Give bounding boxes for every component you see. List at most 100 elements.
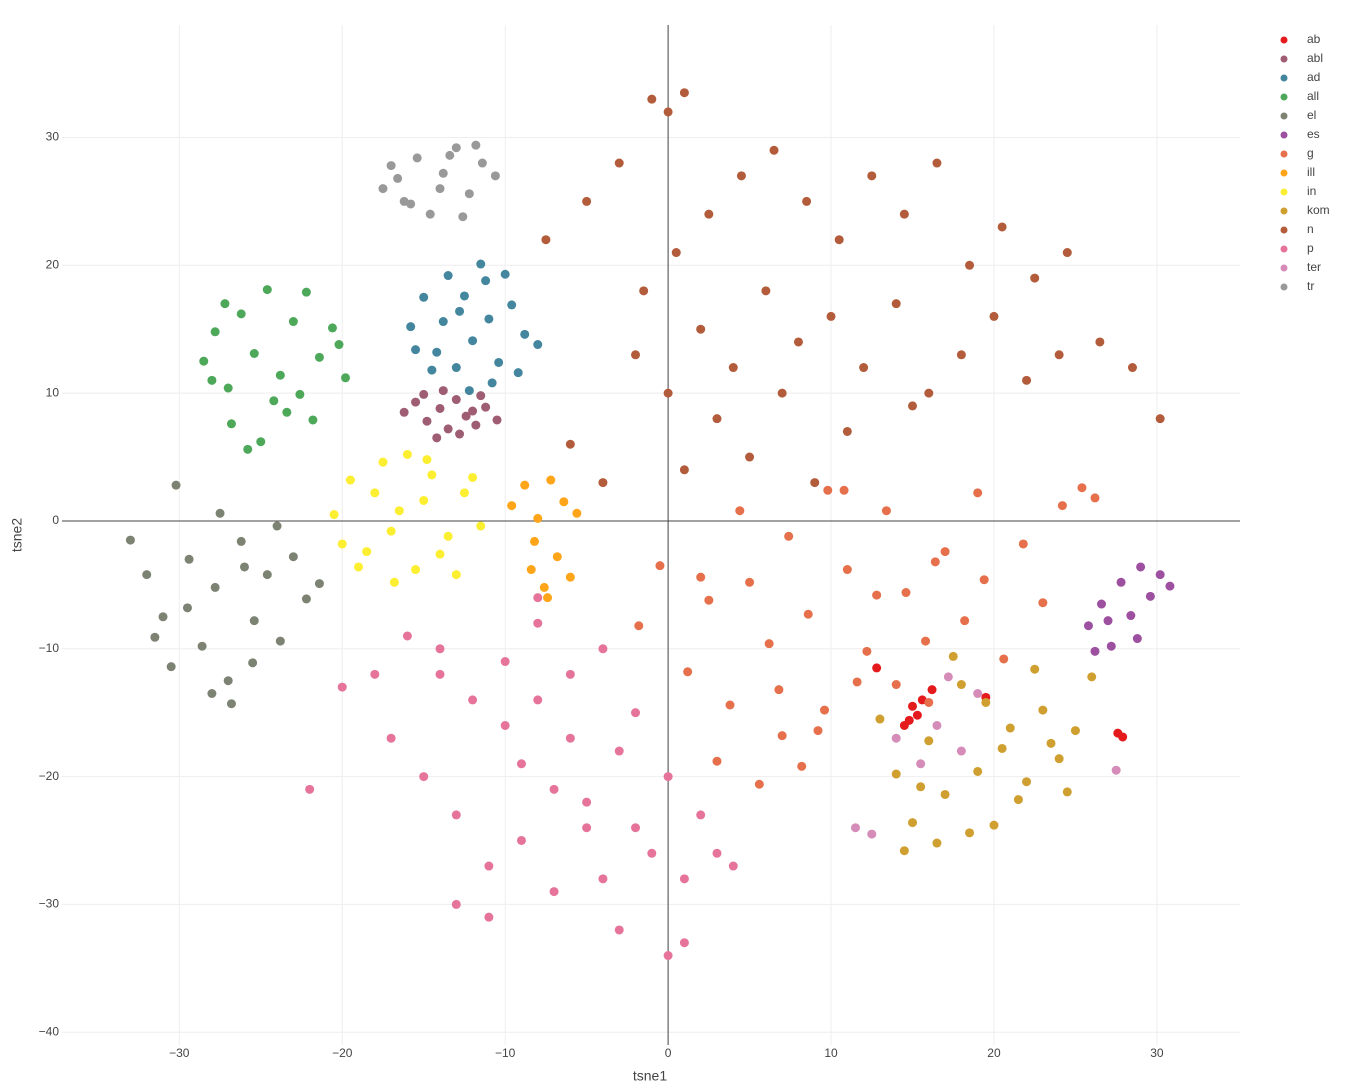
- point: [215, 508, 225, 518]
- point: [655, 561, 665, 571]
- point: [220, 299, 230, 309]
- point: [647, 94, 657, 104]
- point: [679, 874, 689, 884]
- point: [565, 669, 575, 679]
- point: [422, 455, 432, 465]
- point: [867, 829, 877, 839]
- point: [1038, 598, 1048, 608]
- point: [1038, 705, 1048, 715]
- point: [171, 480, 181, 490]
- point: [210, 327, 220, 337]
- legend-label: tr: [1307, 279, 1314, 293]
- point: [598, 874, 608, 884]
- point: [435, 184, 445, 194]
- point: [248, 658, 258, 668]
- point: [872, 590, 882, 600]
- y-tick-label: 20: [46, 257, 60, 271]
- point: [406, 322, 416, 332]
- point: [1155, 570, 1165, 580]
- legend-marker: [1280, 169, 1288, 177]
- point: [334, 340, 344, 350]
- point: [777, 388, 787, 398]
- point: [484, 314, 494, 324]
- point: [839, 485, 849, 495]
- point: [464, 189, 474, 199]
- point: [1118, 732, 1128, 742]
- point: [872, 663, 882, 673]
- point: [507, 501, 517, 511]
- legend-label: ill: [1307, 165, 1315, 179]
- point: [932, 720, 942, 730]
- y-tick-label: 30: [46, 130, 60, 144]
- point: [820, 705, 830, 715]
- point: [965, 828, 975, 838]
- point: [679, 465, 689, 475]
- point: [516, 759, 526, 769]
- point: [956, 746, 966, 756]
- points: [125, 88, 1175, 961]
- point: [386, 161, 396, 171]
- point: [494, 357, 504, 367]
- point: [1062, 248, 1072, 258]
- point: [728, 861, 738, 871]
- point: [1155, 414, 1165, 424]
- point: [500, 720, 510, 730]
- point: [411, 345, 421, 355]
- point: [842, 565, 852, 575]
- point: [565, 439, 575, 449]
- point: [989, 311, 999, 321]
- point: [639, 286, 649, 296]
- point: [1013, 795, 1023, 805]
- point: [712, 414, 722, 424]
- point: [158, 612, 168, 622]
- point: [438, 168, 448, 178]
- point: [956, 350, 966, 360]
- point: [432, 433, 442, 443]
- point: [199, 356, 209, 366]
- point: [520, 480, 530, 490]
- point: [314, 579, 324, 589]
- point: [443, 424, 453, 434]
- point: [1054, 350, 1064, 360]
- point: [1097, 599, 1107, 609]
- y-tick-label: 0: [52, 513, 59, 527]
- point: [598, 478, 608, 488]
- point: [459, 488, 469, 498]
- point: [1083, 621, 1093, 631]
- x-tick-label: 30: [1150, 1046, 1164, 1060]
- point: [301, 287, 311, 297]
- point: [1087, 672, 1097, 682]
- point: [443, 531, 453, 541]
- point: [826, 311, 836, 321]
- point: [458, 212, 468, 222]
- point: [989, 820, 999, 830]
- point: [671, 248, 681, 258]
- legend-label: ter: [1307, 260, 1321, 274]
- point: [464, 386, 474, 396]
- point: [930, 557, 940, 567]
- point: [422, 416, 432, 426]
- point: [631, 350, 641, 360]
- point: [492, 415, 502, 425]
- legend-label: in: [1307, 184, 1316, 198]
- point: [301, 594, 311, 604]
- point: [432, 347, 442, 357]
- point: [451, 143, 461, 153]
- point: [461, 411, 471, 421]
- point: [412, 153, 422, 163]
- point: [275, 370, 285, 380]
- point: [704, 209, 714, 219]
- point: [500, 657, 510, 667]
- point: [543, 593, 553, 603]
- point: [683, 667, 693, 677]
- point: [736, 171, 746, 181]
- point: [565, 572, 575, 582]
- legend-marker: [1280, 36, 1288, 44]
- point: [614, 158, 624, 168]
- point: [704, 595, 714, 605]
- point: [533, 618, 543, 628]
- point: [476, 521, 486, 531]
- point: [500, 269, 510, 279]
- point: [516, 835, 526, 845]
